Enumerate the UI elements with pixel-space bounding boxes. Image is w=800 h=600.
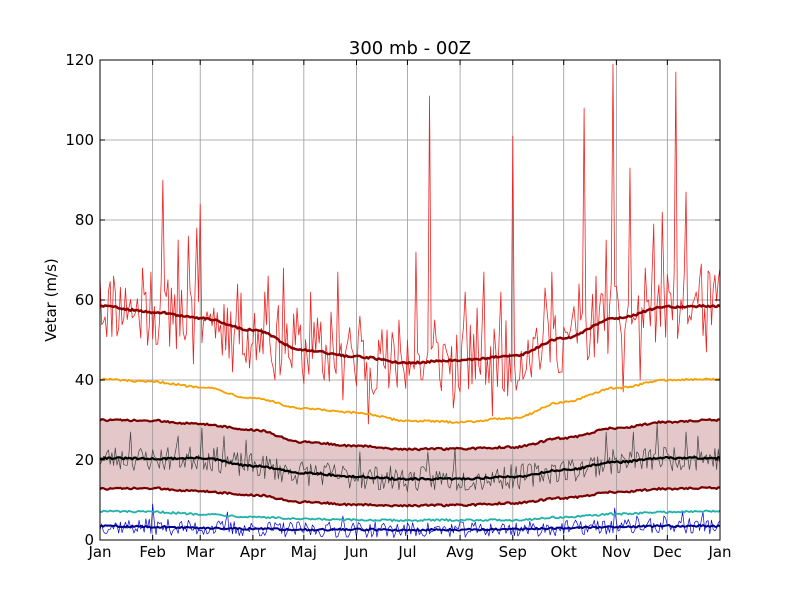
plot-area: Jan Feb Mar Apr Maj Jun Jul Avg Sep Okt Nov Dec Jan0… (65, 51, 731, 561)
series-lower-band (100, 486, 720, 508)
series-upper-band (100, 418, 720, 452)
x-tick-label: Maj (291, 543, 317, 561)
x-tick-label: Sep (499, 543, 527, 561)
y-tick-label: 60 (75, 291, 94, 309)
x-tick-label: Jun (344, 543, 368, 561)
y-tick-label: 20 (75, 451, 94, 469)
x-tick-label: Mar (186, 543, 215, 561)
y-tick-label: 120 (65, 51, 94, 69)
y-tick-label: 40 (75, 371, 94, 389)
series-daily-max (100, 63, 720, 425)
shaded-band (100, 420, 720, 506)
x-tick-label: Okt (551, 543, 577, 561)
y-axis-label: Vetar (m/s) (42, 258, 60, 342)
x-tick-label: Jan (707, 543, 731, 561)
x-tick-label: Apr (240, 543, 267, 561)
y-tick-label: 80 (75, 211, 94, 229)
x-tick-label: Feb (139, 543, 166, 561)
x-tick-label: Jan (87, 543, 111, 561)
series-mean (100, 455, 720, 481)
y-tick-label: 0 (84, 531, 94, 549)
series-max-mean (100, 304, 720, 365)
series-lower-threshold (100, 509, 720, 523)
x-tick-label: Avg (446, 543, 474, 561)
x-tick-label: Jul (397, 543, 416, 561)
series-min-mean (100, 524, 720, 532)
series-upper-threshold (100, 377, 720, 424)
y-tick-label: 100 (65, 131, 94, 149)
x-tick-label: Nov (602, 543, 631, 561)
x-tick-label: Dec (653, 543, 682, 561)
chart-title: 300 mb - 00Z (349, 38, 471, 59)
